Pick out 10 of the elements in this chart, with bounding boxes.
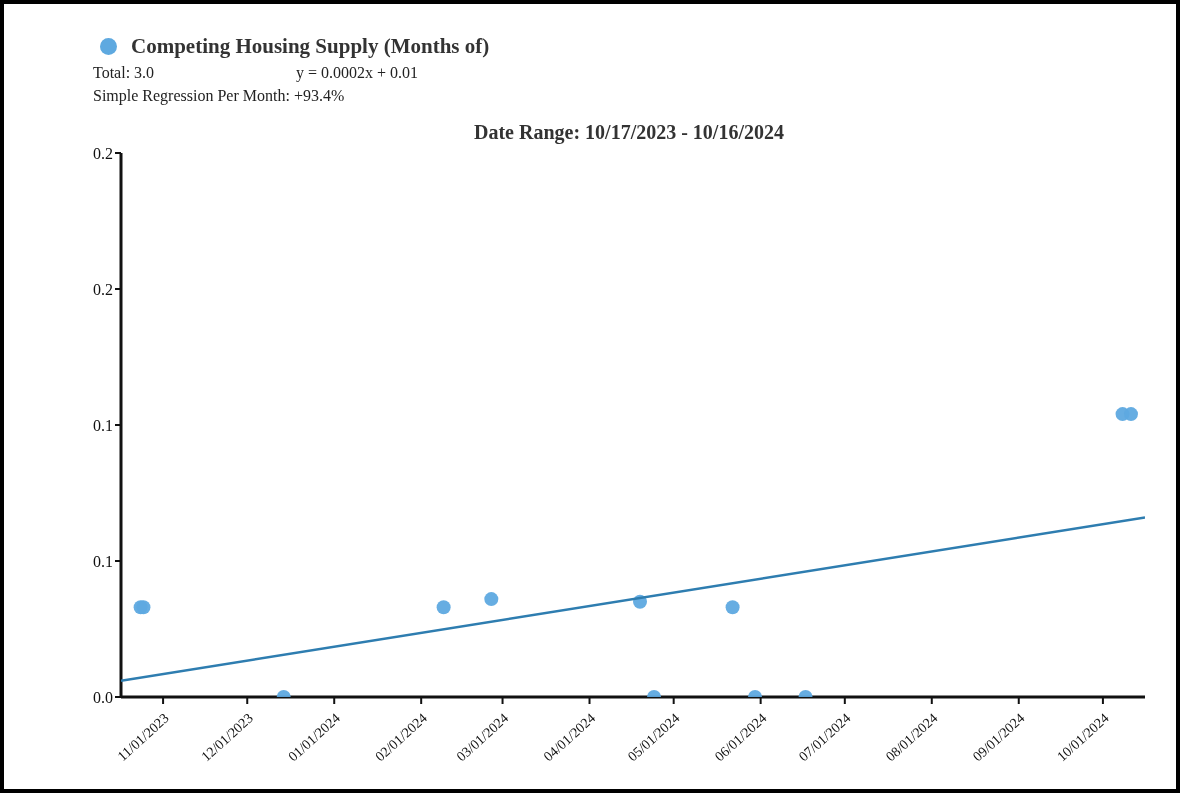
legend-label: Competing Housing Supply (Months of)	[131, 34, 490, 59]
y-tick-label: 0.1	[93, 552, 113, 570]
text: Total: 3.0	[93, 64, 155, 82]
y-tick-label: 0.2	[93, 280, 113, 298]
y-tick-label: 0.1	[93, 416, 113, 434]
chart-title: Date Range: 10/17/2023 - 10/16/2024	[474, 121, 784, 144]
text: y = 0.0002x + 0.01	[296, 64, 419, 82]
text: Simple Regression Per Month: +93.4%	[93, 87, 345, 105]
y-tick-label: 0.2	[93, 144, 113, 162]
y-tick-label: 0.0	[93, 688, 113, 706]
